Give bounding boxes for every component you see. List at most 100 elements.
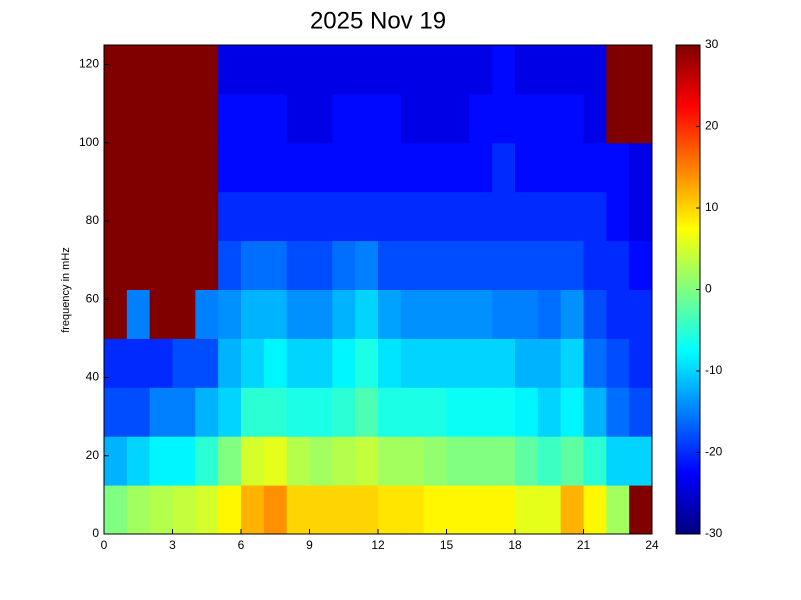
- heat-cell: [355, 191, 379, 242]
- heat-cell: [218, 240, 242, 290]
- heat-cell: [104, 289, 128, 339]
- heat-cell: [286, 45, 310, 95]
- heat-cell: [241, 338, 265, 388]
- y-tick-label: 100: [79, 135, 99, 149]
- heat-cell: [309, 387, 333, 437]
- heat-cell: [560, 191, 584, 242]
- heat-cell: [629, 436, 653, 486]
- heat-cell: [606, 387, 630, 437]
- heat-cell: [492, 45, 516, 95]
- heat-cell: [537, 289, 562, 339]
- heat-cell: [446, 436, 470, 486]
- heat-cell: [515, 240, 539, 290]
- heat-cell: [332, 142, 356, 193]
- heat-cell: [172, 191, 196, 242]
- heat-cell: [515, 338, 539, 388]
- heat-cell: [309, 93, 333, 144]
- heat-cell: [629, 338, 653, 388]
- heat-cell: [378, 289, 402, 339]
- heat-cell: [218, 436, 242, 486]
- x-tick-label: 6: [238, 538, 245, 552]
- heat-cell: [263, 45, 288, 95]
- x-tick-label: 18: [508, 538, 522, 552]
- heat-cell: [492, 240, 516, 290]
- heat-cell: [195, 485, 219, 535]
- heat-cell: [241, 45, 265, 95]
- heat-cell: [149, 191, 173, 242]
- heat-cell: [263, 387, 288, 437]
- heat-cell: [378, 93, 402, 144]
- heat-cell: [104, 240, 128, 290]
- heat-cell: [218, 485, 242, 535]
- heat-cell: [537, 387, 562, 437]
- heat-cell: [378, 436, 402, 486]
- heat-cell: [195, 93, 219, 144]
- heat-cell: [241, 387, 265, 437]
- heat-cell: [606, 436, 630, 486]
- heat-cell: [126, 338, 151, 388]
- heat-cell: [355, 436, 379, 486]
- heat-cell: [172, 45, 196, 95]
- heat-cell: [355, 93, 379, 144]
- heat-cell: [537, 45, 562, 95]
- heat-cell: [629, 485, 653, 535]
- heat-cell: [469, 338, 493, 388]
- heat-cell: [218, 45, 242, 95]
- heat-cell: [378, 485, 402, 535]
- colorbar-tick-label: 10: [705, 200, 719, 214]
- heat-cell: [492, 289, 516, 339]
- heat-cell: [423, 436, 447, 486]
- heat-cell: [446, 191, 470, 242]
- heat-cell: [126, 289, 151, 339]
- heat-cell: [629, 191, 653, 242]
- y-tick-label: 0: [92, 526, 99, 540]
- heat-cell: [560, 338, 584, 388]
- heat-cell: [446, 289, 470, 339]
- heat-cell: [104, 338, 128, 388]
- heat-cell: [492, 436, 516, 486]
- heat-cell: [560, 436, 584, 486]
- heat-cell: [149, 289, 173, 339]
- heat-cell: [378, 191, 402, 242]
- heat-cell: [218, 387, 242, 437]
- heat-cell: [309, 45, 333, 95]
- heat-cell: [629, 142, 653, 193]
- heat-cell: [537, 338, 562, 388]
- heat-cell: [149, 485, 173, 535]
- heat-cell: [126, 191, 151, 242]
- heat-cell: [126, 45, 151, 95]
- heat-cell: [423, 240, 447, 290]
- colorbar-tick-label: -20: [705, 445, 723, 459]
- heat-cell: [492, 485, 516, 535]
- heat-cell: [446, 240, 470, 290]
- heat-cell: [263, 191, 288, 242]
- heat-cell: [332, 485, 356, 535]
- heat-cell: [332, 289, 356, 339]
- heat-cell: [149, 142, 173, 193]
- heat-cell: [492, 93, 516, 144]
- heat-cell: [400, 45, 425, 95]
- heat-cell: [537, 485, 562, 535]
- chart-title: 2025 Nov 19: [310, 7, 446, 34]
- heat-cell: [104, 436, 128, 486]
- heat-cell: [423, 387, 447, 437]
- heat-cell: [172, 387, 196, 437]
- heat-cell: [218, 191, 242, 242]
- heat-cell: [629, 240, 653, 290]
- y-tick-label: 60: [86, 291, 100, 305]
- heat-cell: [332, 93, 356, 144]
- heat-cell: [172, 289, 196, 339]
- heat-cell: [400, 289, 425, 339]
- colorbar-tick-label: 30: [705, 37, 719, 51]
- heat-cell: [469, 387, 493, 437]
- heat-cell: [537, 436, 562, 486]
- y-axis-label: frequency in mHz: [60, 247, 72, 333]
- heat-cell: [515, 93, 539, 144]
- heat-cell: [492, 338, 516, 388]
- heat-cell: [309, 240, 333, 290]
- heat-cell: [332, 45, 356, 95]
- heat-cell: [149, 93, 173, 144]
- heat-cell: [195, 191, 219, 242]
- heat-cell: [104, 142, 128, 193]
- heat-cell: [126, 485, 151, 535]
